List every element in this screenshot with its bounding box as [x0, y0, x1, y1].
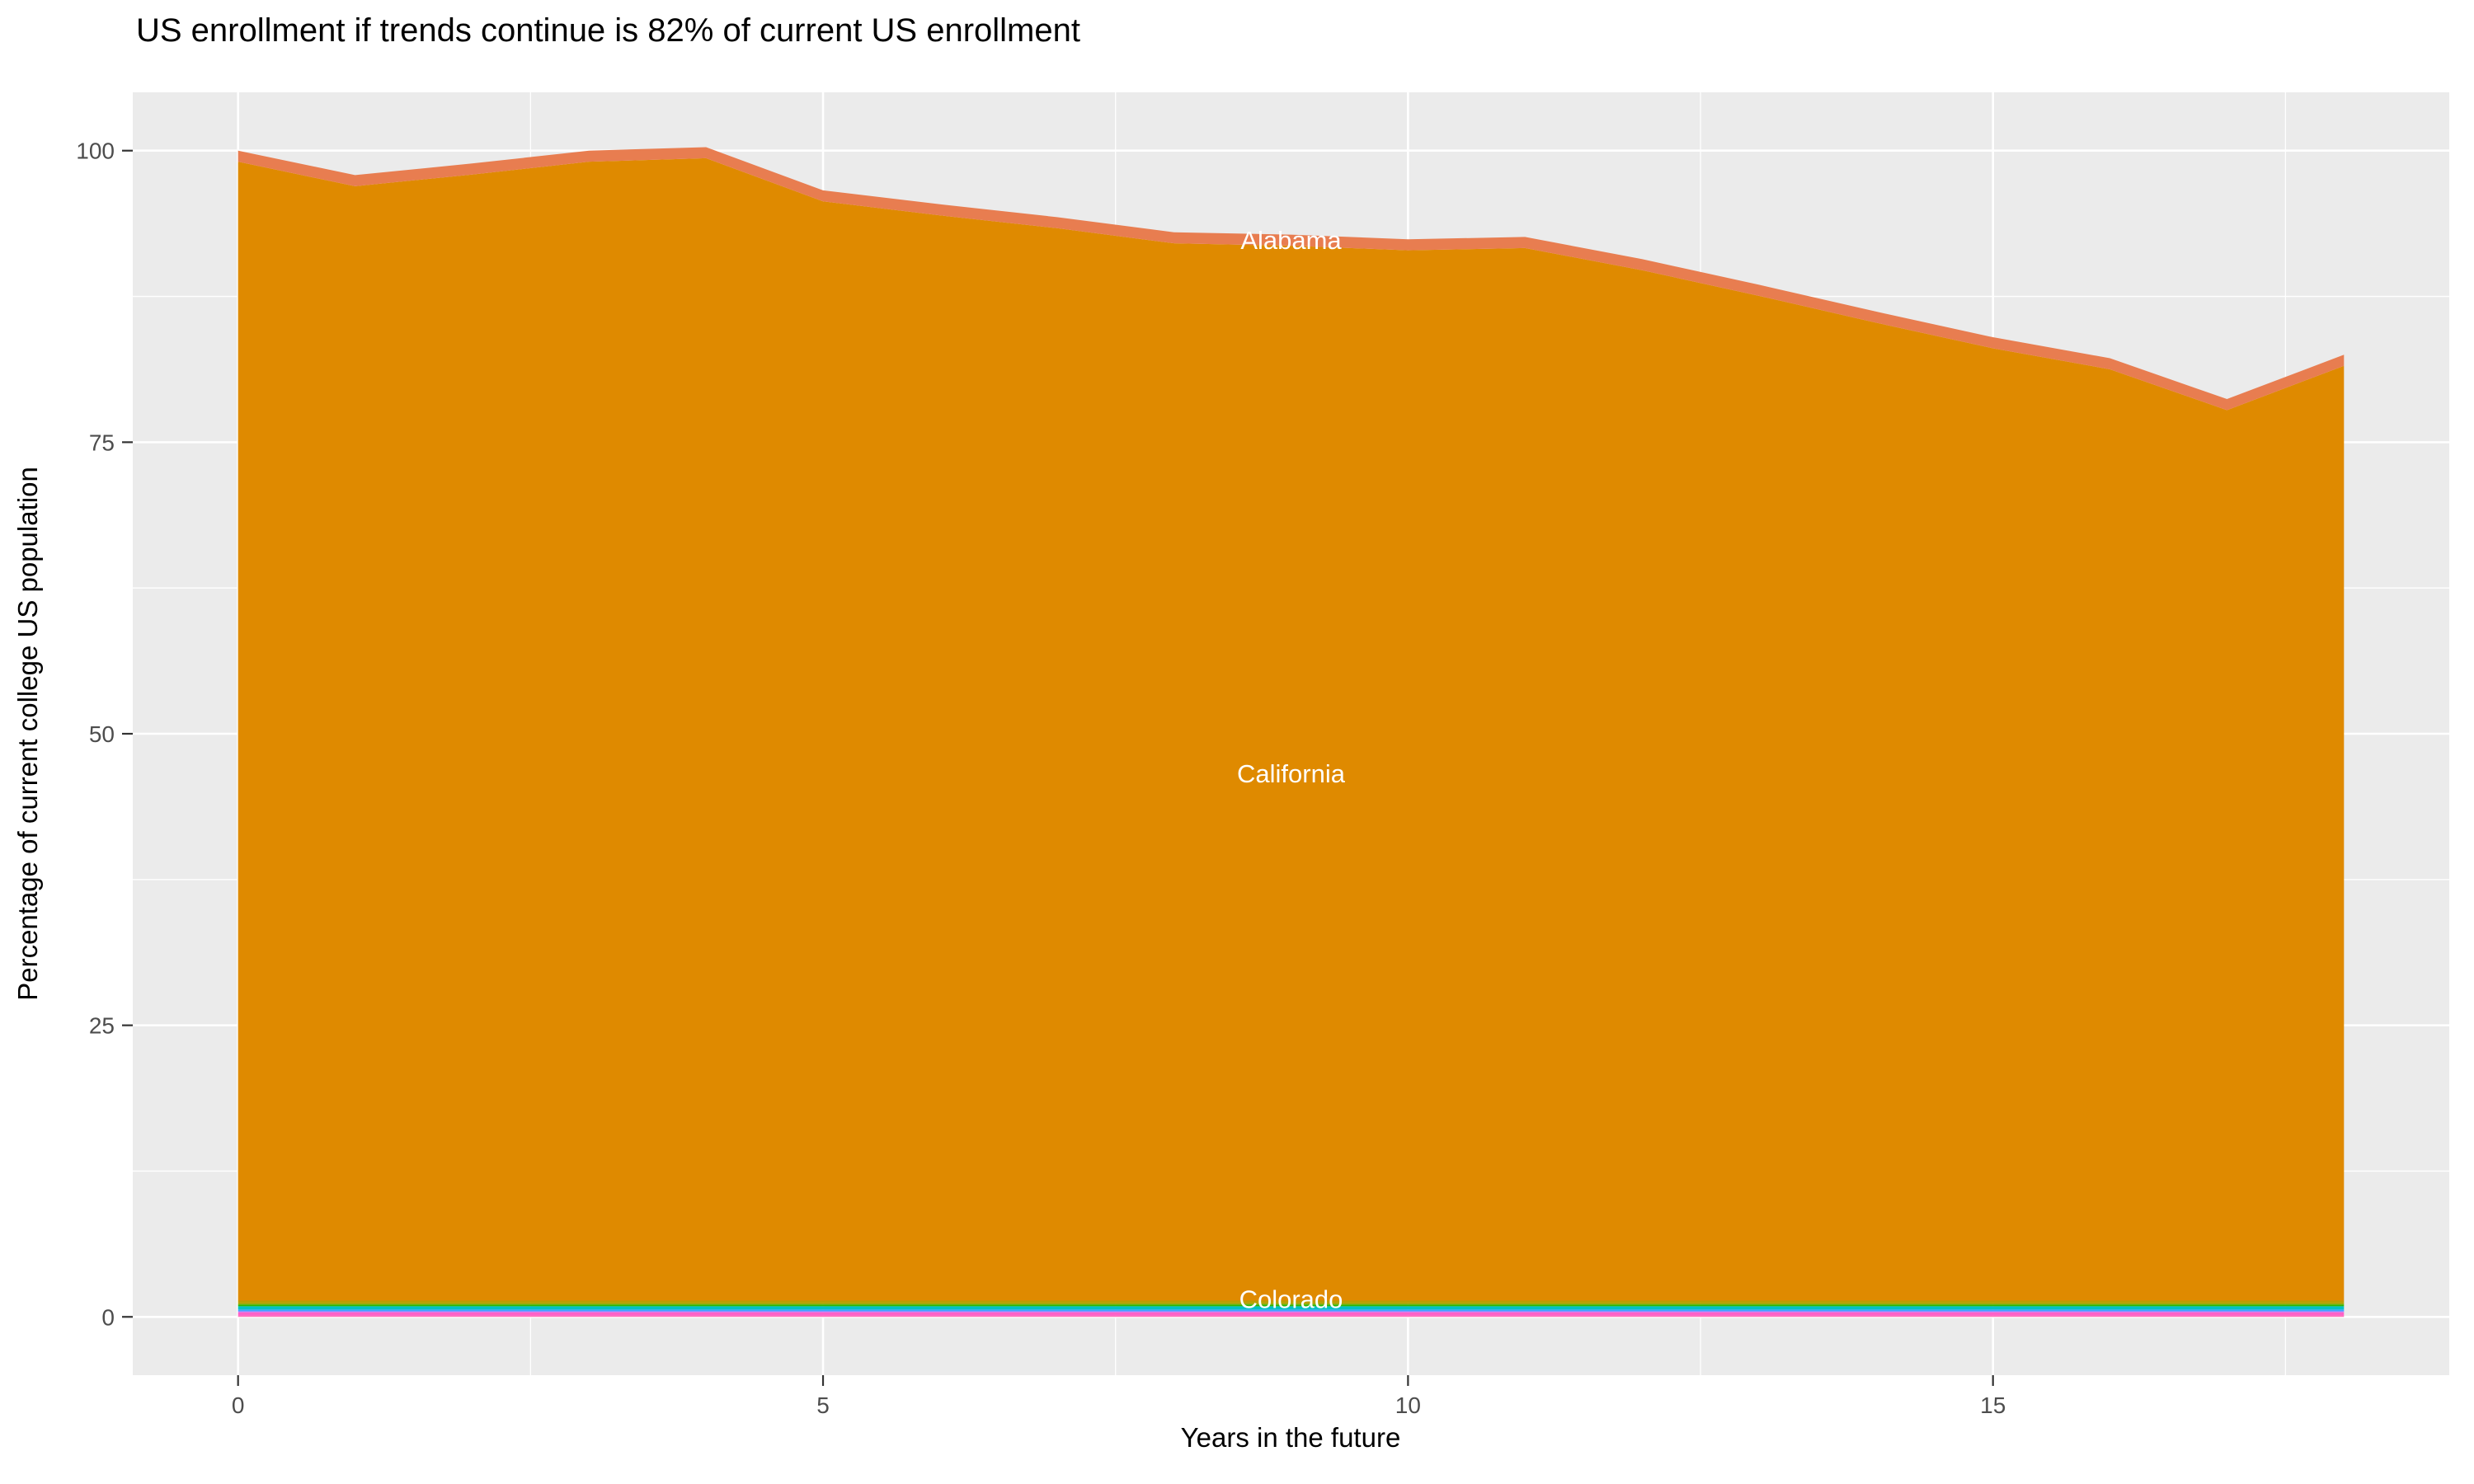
area-series-unlabeled-band-yellowgreen [238, 1303, 2345, 1305]
area-series-unlabeled-band-teal [238, 1306, 2345, 1310]
area-series-unlabeled-band-blue [238, 1309, 2345, 1312]
y-tick-label: 100 [76, 139, 115, 164]
axis-tick-marks [122, 149, 1994, 1386]
x-tick-label: 5 [816, 1392, 830, 1418]
axis-tick-labels: 0 5 10 15 0 25 50 75 100 [76, 139, 2006, 1418]
area-series-unlabeled-band-green [238, 1304, 2345, 1307]
area-state-labels: Alabama California Colorado [1237, 226, 1346, 1313]
y-tick-label: 75 [89, 430, 115, 455]
y-tick-label: 50 [89, 721, 115, 747]
y-tick-label: 0 [101, 1304, 115, 1330]
area-label-california: California [1237, 759, 1346, 788]
area-series-california [238, 157, 2345, 1301]
area-series-unlabeled-band-lavender [238, 1311, 2345, 1313]
area-series-unlabeled-band-magenta [238, 1312, 2345, 1316]
area-label-colorado: Colorado [1239, 1284, 1343, 1313]
x-tick-label: 0 [232, 1392, 245, 1418]
x-axis-title: Years in the future [1181, 1422, 1401, 1453]
stacked-areas [238, 147, 2345, 1317]
area-label-alabama: Alabama [1240, 226, 1342, 255]
x-tick-label: 15 [1980, 1392, 2006, 1418]
chart-title: US enrollment if trends continue is 82% … [136, 12, 1080, 49]
x-tick-label: 10 [1395, 1392, 1421, 1418]
y-axis-title: Percentage of current college US populat… [12, 467, 43, 1001]
area-series-unlabeled-band-pink [238, 1315, 2345, 1317]
y-tick-label: 25 [89, 1013, 115, 1039]
area-series-colorado [238, 1300, 2345, 1303]
area-series-alabama [238, 147, 2345, 411]
